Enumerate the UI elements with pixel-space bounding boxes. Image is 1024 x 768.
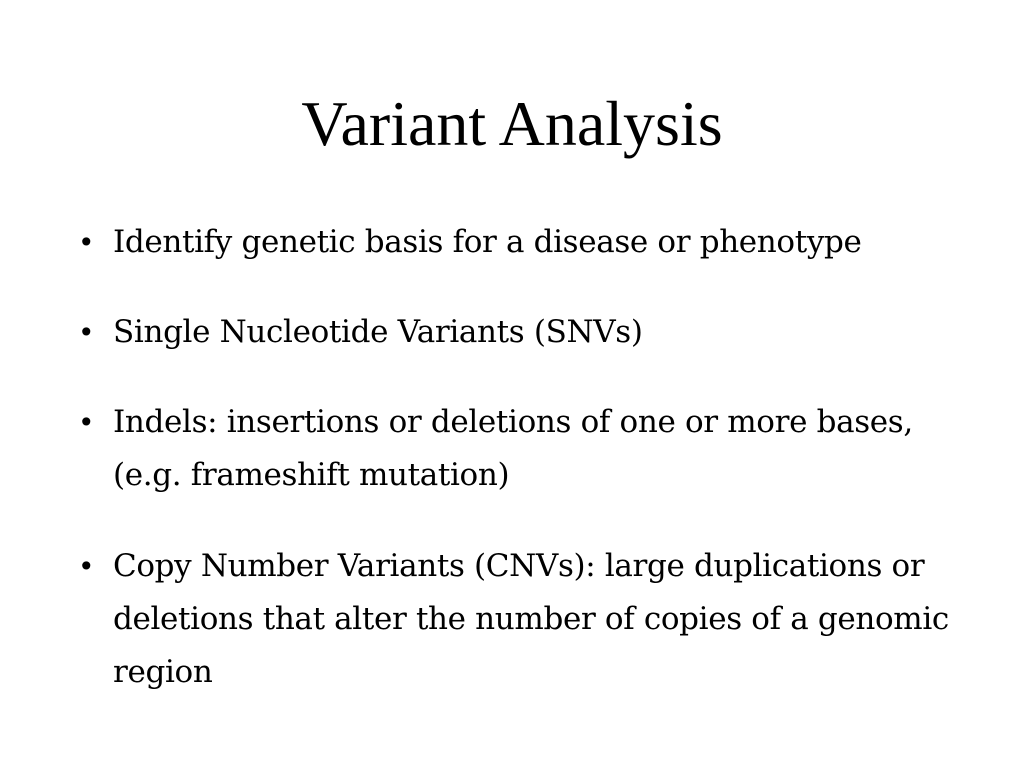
bullet-item-indels: • Indels: insertions or deletions of one… — [78, 396, 958, 502]
bullet-item-identify-genetic-basis: • Identify genetic basis for a disease o… — [78, 216, 958, 269]
bullet-marker: • — [78, 226, 95, 259]
bullet-text: Single Nucleotide Variants (SNVs) — [113, 314, 643, 350]
slide-title: Variant Analysis — [301, 88, 723, 159]
bullet-list: • Identify genetic basis for a disease o… — [78, 216, 958, 737]
bullet-marker: • — [78, 550, 95, 583]
bullet-marker: • — [78, 406, 95, 439]
bullet-item-snvs: • Single Nucleotide Variants (SNVs) — [78, 306, 958, 359]
bullet-item-cnvs: • Copy Number Variants (CNVs): large dup… — [78, 540, 958, 699]
bullet-text: Copy Number Variants (CNVs): large dupli… — [113, 548, 949, 690]
bullet-marker: • — [78, 316, 95, 349]
bullet-text: Identify genetic basis for a disease or … — [113, 224, 862, 260]
bullet-text: Indels: insertions or deletions of one o… — [113, 404, 913, 493]
